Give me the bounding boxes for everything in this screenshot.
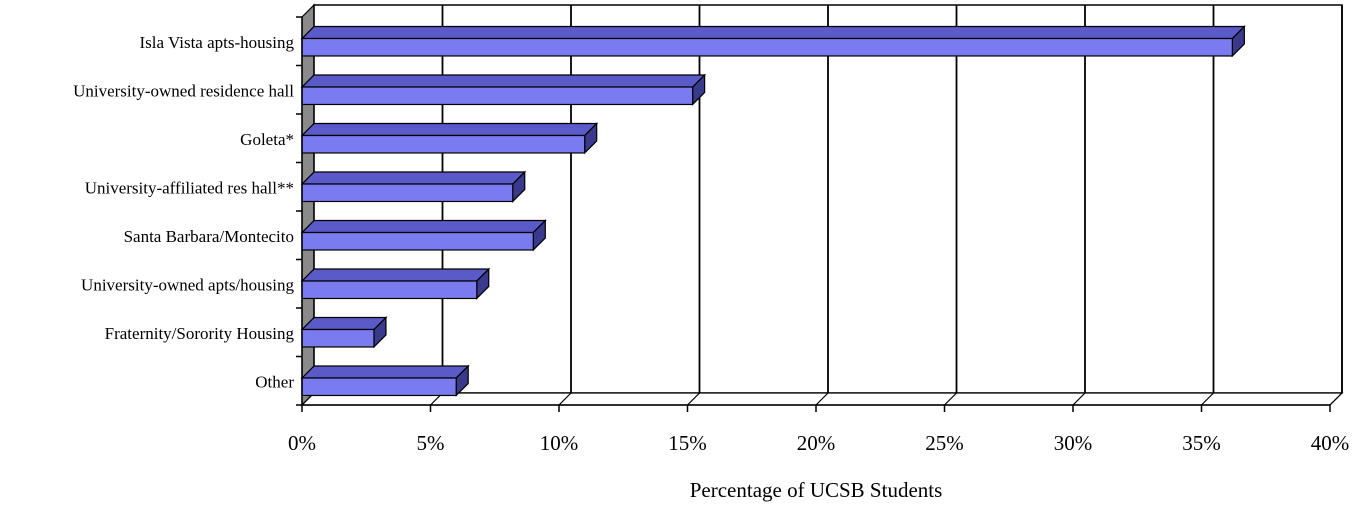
category-label: Isla Vista apts-housing [140, 33, 295, 52]
x-tick-label: 35% [1182, 431, 1221, 455]
category-label: Fraternity/Sorority Housing [105, 324, 295, 343]
bar-top [300, 268, 491, 282]
bar [300, 316, 388, 349]
floor-gridline [944, 392, 957, 406]
bar-front [301, 377, 457, 397]
bar-top [300, 171, 527, 185]
x-tick-label: 30% [1054, 431, 1093, 455]
category-label: Goleta* [240, 130, 294, 149]
bar-top [300, 122, 599, 137]
x-tick-label: 10% [540, 431, 579, 455]
x-tick-label: 0% [288, 431, 316, 455]
bar-front [301, 134, 586, 154]
bar-front [301, 86, 694, 106]
floor-gridline [1072, 392, 1086, 406]
axes [296, 16, 1331, 412]
floor-gridline [558, 392, 572, 406]
bar-top [300, 219, 547, 234]
category-label: University-owned apts/housing [81, 276, 294, 295]
bar-top [300, 74, 707, 88]
bars [300, 25, 1246, 397]
bar [300, 364, 470, 397]
bar [300, 73, 707, 106]
floor-gridline [815, 392, 829, 406]
bar-top [300, 316, 388, 331]
floor-gridline [1201, 392, 1214, 406]
bar-front [301, 37, 1233, 57]
x-tick-label: 40% [1311, 431, 1350, 455]
category-label: Other [255, 373, 294, 392]
bar-front [301, 280, 478, 300]
x-tick-label: 5% [417, 431, 445, 455]
bar-top [300, 365, 470, 379]
bar [300, 122, 599, 155]
bar-top [300, 25, 1246, 40]
floor-gridline [1329, 392, 1343, 406]
category-label: Santa Barbara/Montecito [124, 227, 294, 246]
x-tick-label: 15% [668, 431, 707, 455]
x-tick-label: 25% [925, 431, 964, 455]
bar-front [301, 328, 375, 348]
bar-front [301, 183, 514, 203]
bar [300, 170, 527, 203]
bar [300, 25, 1246, 58]
category-label: University-owned residence hall [73, 82, 294, 101]
gridlines [300, 4, 1344, 406]
tick-labels: 0% 5% 10% 15% 20% 25% 30% 35% 40% [288, 431, 1349, 455]
floor-gridline [687, 392, 700, 406]
category-label: University-affiliated res hall** [85, 179, 294, 198]
bar-front [301, 231, 534, 251]
x-axis-title: Percentage of UCSB Students [690, 478, 943, 502]
bar [300, 219, 547, 252]
category-labels: Isla Vista apts-housing University-owned … [73, 33, 294, 392]
x-tick-label: 20% [797, 431, 836, 455]
bar [300, 267, 491, 300]
